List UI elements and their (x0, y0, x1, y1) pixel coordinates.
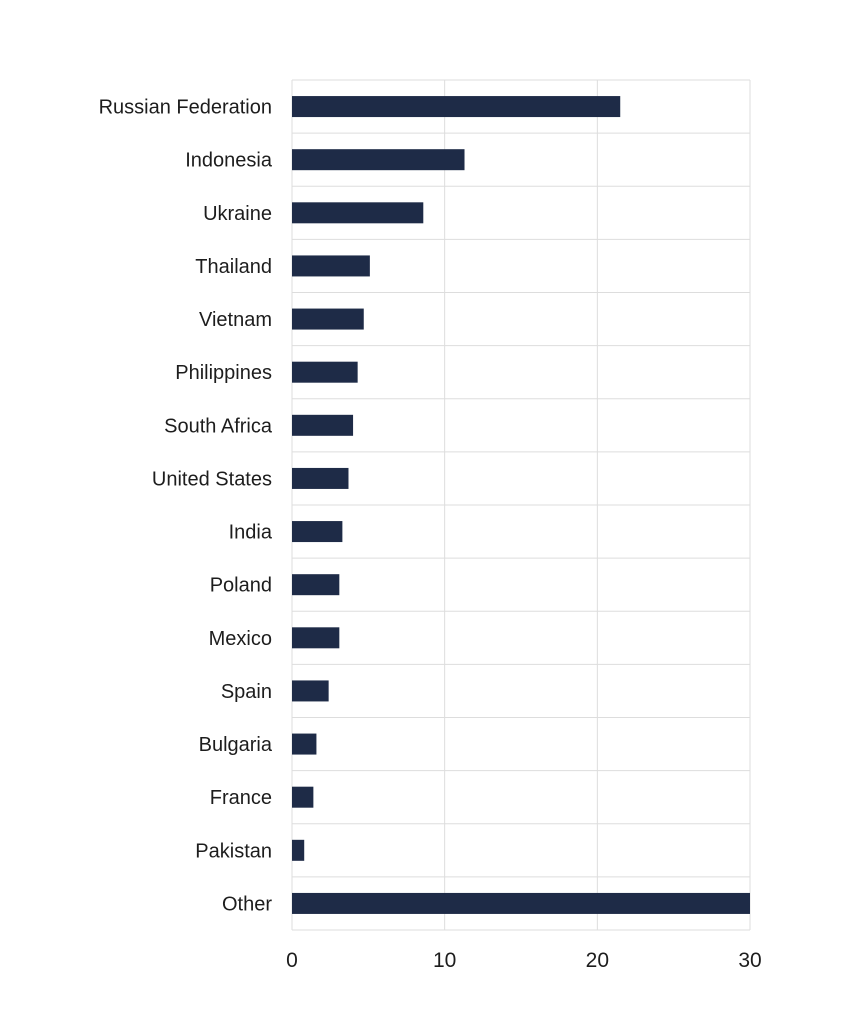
category-label: United States (152, 468, 272, 490)
bar (292, 414, 354, 436)
x-tick-label: 20 (586, 949, 609, 972)
x-tick-label: 30 (738, 949, 761, 972)
category-label: Philippines (175, 362, 272, 384)
category-label: Mexico (209, 628, 272, 650)
category-label: Indonesia (185, 150, 273, 172)
category-label: Russian Federation (99, 97, 272, 119)
category-label: Vietnam (199, 309, 272, 331)
bar (292, 202, 424, 224)
bar (292, 786, 314, 808)
category-label: Ukraine (203, 203, 272, 225)
bar (292, 467, 349, 489)
category-label: France (210, 787, 272, 809)
category-label: Thailand (195, 256, 272, 278)
bar (292, 574, 340, 596)
bar (292, 892, 750, 914)
bar (292, 361, 358, 383)
bar (292, 680, 329, 702)
bar (292, 627, 340, 649)
category-label: Poland (210, 575, 272, 597)
bar (292, 96, 621, 118)
bar (292, 308, 364, 330)
category-label: Spain (221, 681, 272, 703)
x-tick-label: 0 (286, 949, 298, 972)
bar (292, 255, 370, 277)
category-label: Bulgaria (199, 734, 273, 756)
category-label: India (229, 522, 273, 544)
x-tick-label: 10 (433, 949, 456, 972)
bar (292, 839, 305, 861)
bar (292, 149, 465, 171)
category-label: Other (222, 893, 272, 915)
bar (292, 521, 343, 543)
bar (292, 733, 317, 755)
category-label: South Africa (164, 415, 273, 437)
category-label: Pakistan (195, 840, 272, 862)
